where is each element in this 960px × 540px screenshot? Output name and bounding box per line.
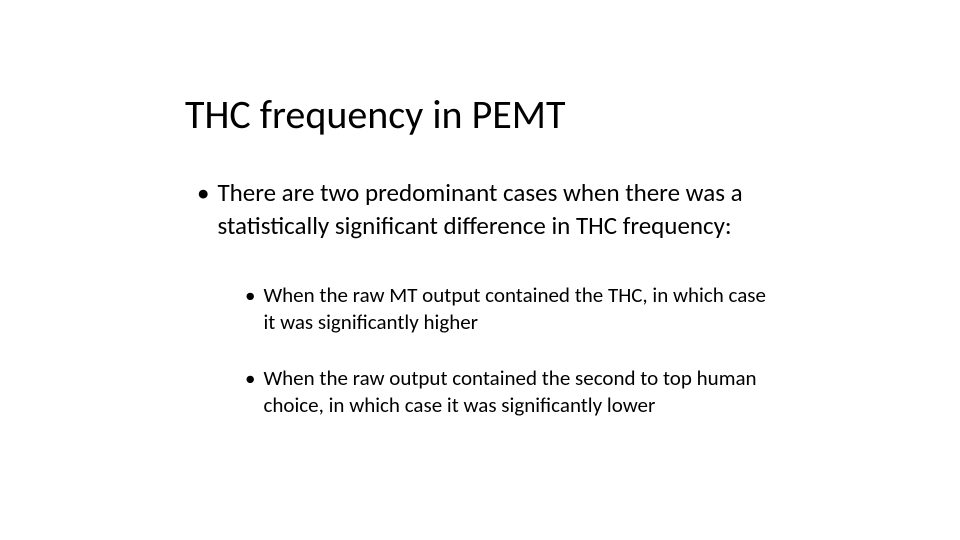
bullet-text: When the raw output contained the second… xyxy=(263,365,780,420)
bullet-text: When the raw MT output contained the THC… xyxy=(263,282,780,337)
bullet-marker-icon: • xyxy=(245,365,255,420)
slide-container: THC frequency in PEMT • There are two pr… xyxy=(0,0,960,540)
bullet-marker-icon: • xyxy=(245,282,255,337)
bullet-item: • When the raw MT output contained the T… xyxy=(185,282,780,337)
bullet-item: • There are two predominant cases when t… xyxy=(185,177,780,242)
bullet-marker-icon: • xyxy=(197,177,209,242)
bullet-text: There are two predominant cases when the… xyxy=(217,177,780,242)
bullet-item: • When the raw output contained the seco… xyxy=(185,365,780,420)
slide-title: THC frequency in PEMT xyxy=(185,90,780,139)
